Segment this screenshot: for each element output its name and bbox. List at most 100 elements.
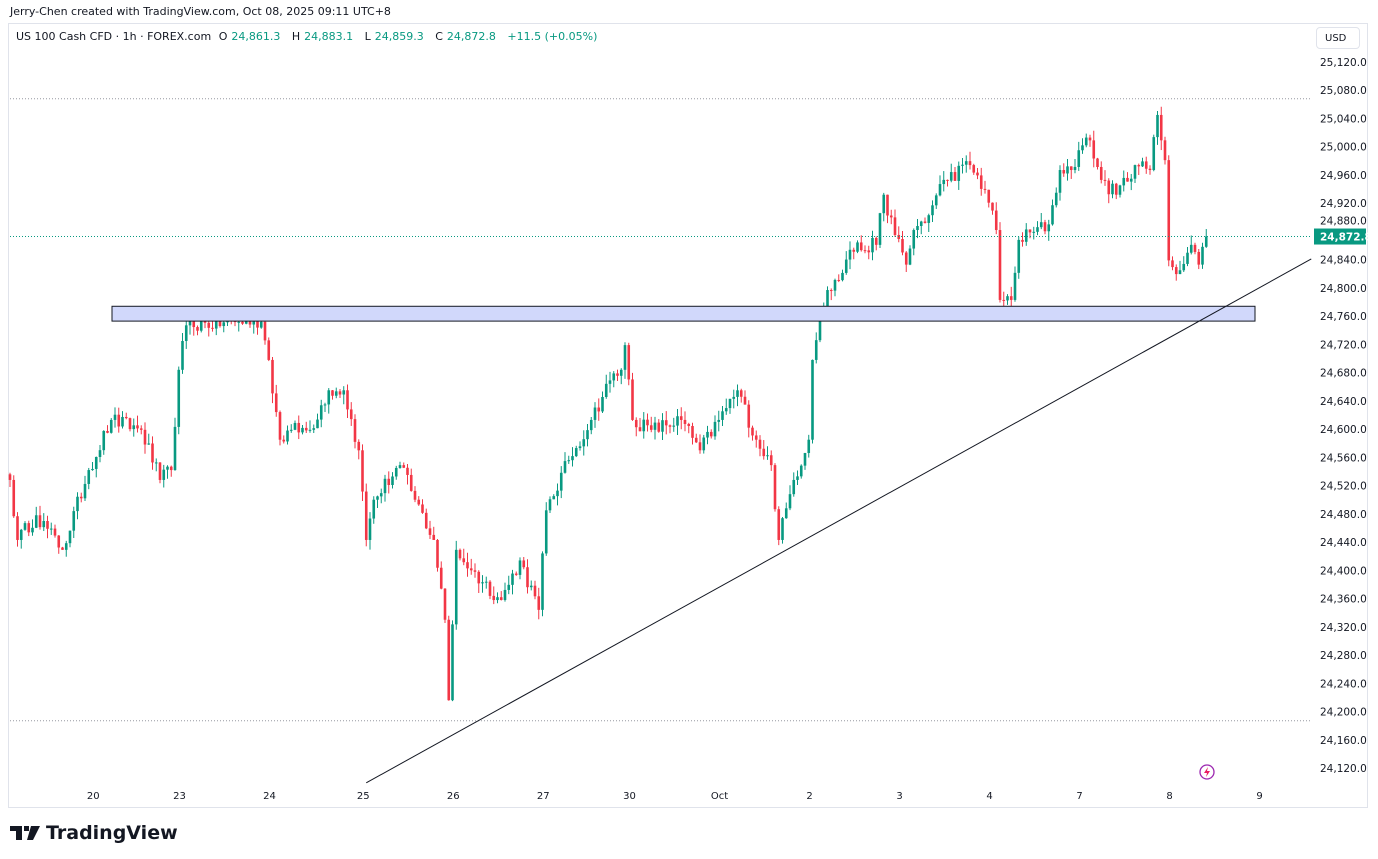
candle-body	[979, 175, 983, 189]
candle-body	[687, 423, 691, 427]
candle-body	[184, 325, 188, 342]
candle-body	[286, 430, 289, 442]
candle-body	[522, 560, 526, 568]
candle-body	[304, 427, 308, 431]
price-axis-label: 24,480.0	[1320, 509, 1367, 521]
candle-body	[1006, 296, 1009, 301]
low-label: L	[364, 30, 371, 43]
candle-body	[192, 319, 196, 328]
candle-body	[372, 499, 376, 519]
candle-body	[769, 455, 773, 466]
symbol-name[interactable]: US 100 Cash CFD · 1h · FOREX.com	[16, 30, 212, 43]
lightning-bolt-icon[interactable]	[1204, 767, 1210, 777]
time-axis-label: 25	[357, 791, 370, 802]
candle-body	[983, 188, 987, 190]
price-axis-label: 24,960.0	[1320, 170, 1367, 182]
candle-body	[439, 567, 443, 589]
candle-body	[503, 589, 507, 600]
candle-body	[413, 490, 417, 500]
candle-body	[271, 359, 274, 394]
candle-body	[953, 172, 957, 181]
price-axis-label: 24,320.0	[1320, 622, 1367, 634]
candle-body	[177, 369, 181, 427]
candle-body	[814, 340, 818, 360]
candle-body	[946, 179, 949, 181]
candle-body	[1111, 183, 1114, 195]
candle-body	[454, 549, 458, 625]
candle-body	[173, 426, 177, 471]
candle-body	[301, 427, 304, 433]
open-label: O	[218, 30, 228, 43]
time-axis-label: 26	[447, 791, 460, 802]
time-axis-label: Oct	[711, 791, 728, 802]
candle-body	[383, 478, 387, 494]
candle-body	[837, 279, 841, 281]
candle-body	[859, 242, 863, 251]
price-axis-label: 24,720.0	[1320, 339, 1367, 351]
candle-body	[1032, 231, 1036, 233]
candle-body	[833, 279, 837, 291]
price-axis-label: 24,240.0	[1320, 678, 1367, 690]
candle-body	[994, 210, 998, 231]
price-axis-label: 25,040.0	[1320, 113, 1367, 125]
candle-body	[706, 431, 709, 438]
candle-body	[912, 230, 916, 249]
candle-body	[766, 455, 769, 457]
price-axis-label: 24,560.0	[1320, 452, 1367, 464]
price-axis-label: 24,280.0	[1320, 650, 1367, 662]
candle-body	[338, 391, 342, 395]
candle-body	[541, 553, 544, 610]
candle-body	[642, 419, 646, 432]
candle-body	[331, 390, 334, 396]
last-price-tag	[1314, 228, 1366, 245]
candle-body	[1039, 222, 1043, 228]
candle-body	[1088, 137, 1092, 141]
candle-body	[668, 425, 672, 427]
candle-body	[484, 581, 488, 583]
candle-body	[728, 398, 732, 409]
candle-body	[777, 509, 781, 540]
price-axis-label: 24,760.0	[1320, 311, 1367, 323]
candle-body	[1107, 180, 1111, 195]
candle-body	[1062, 170, 1066, 174]
candle-body	[1141, 161, 1144, 167]
candle-body	[244, 320, 248, 324]
candle-body	[398, 465, 402, 468]
candle-body	[544, 510, 548, 554]
open-value: 24,861.3	[231, 30, 281, 43]
candle-body	[1201, 246, 1204, 265]
currency-button[interactable]: USD	[1316, 27, 1360, 49]
candle-body	[139, 428, 143, 430]
support-zone-rectangle	[111, 305, 1256, 322]
candle-body	[166, 466, 169, 470]
candle-body	[312, 428, 316, 430]
candle-body	[1036, 227, 1039, 232]
candle-body	[593, 407, 597, 420]
tradingview-logo-icon	[10, 826, 40, 840]
candle-body	[357, 441, 361, 451]
candle-body	[867, 250, 871, 253]
time-axis-label: 4	[986, 791, 992, 802]
candle-body	[211, 327, 214, 329]
candle-body	[619, 369, 623, 376]
candle-body	[758, 439, 762, 449]
price-axis-label: 24,200.0	[1320, 707, 1367, 719]
candle-body	[942, 179, 946, 185]
candle-body	[548, 499, 552, 511]
candle-body	[64, 543, 68, 550]
price-axis-label: 24,600.0	[1320, 424, 1367, 436]
candle-body	[1178, 270, 1182, 275]
candle-body	[796, 476, 799, 480]
candle-body	[349, 409, 353, 420]
candle-body	[563, 461, 567, 473]
ascending-trendline	[366, 258, 1312, 784]
candle-body	[361, 450, 364, 492]
high-label: H	[291, 30, 301, 43]
candle-body	[188, 319, 192, 326]
candle-body	[826, 290, 829, 306]
candle-body	[1092, 140, 1096, 159]
candle-body	[634, 419, 638, 428]
candle-body	[829, 290, 833, 292]
candle-body	[552, 496, 556, 500]
